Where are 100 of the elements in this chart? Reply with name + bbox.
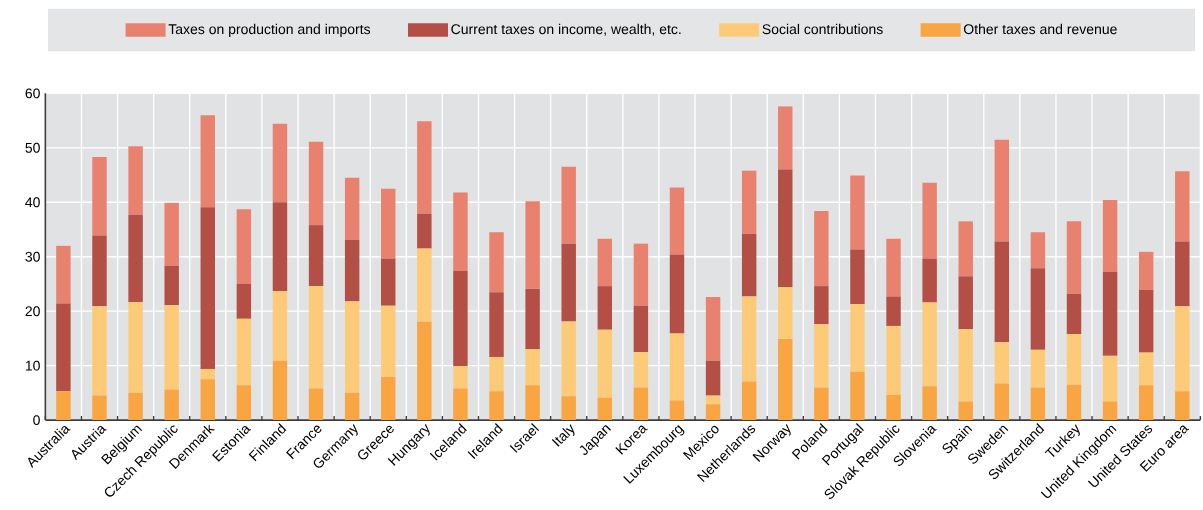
- bar: [164, 202, 179, 266]
- bar: [561, 396, 576, 421]
- legend-label: Current taxes on income, wealth, etc.: [451, 23, 681, 36]
- bar: [1175, 241, 1190, 307]
- bar: [128, 301, 143, 393]
- bar: [92, 157, 107, 236]
- bar: [1066, 384, 1082, 421]
- bar: [597, 397, 613, 421]
- bar: [344, 392, 360, 421]
- bar: [417, 213, 432, 249]
- bar: [1066, 293, 1082, 334]
- bar: [922, 182, 937, 259]
- bar: [1030, 387, 1046, 421]
- y-tick-label: 50: [25, 142, 40, 153]
- bar: [164, 389, 179, 421]
- bar: [1102, 200, 1118, 272]
- bar: [994, 383, 1010, 421]
- bar: [958, 329, 973, 402]
- bar: [272, 202, 288, 291]
- bar: [1066, 334, 1082, 385]
- bar: [633, 243, 649, 306]
- bar: [344, 301, 360, 393]
- bar: [561, 243, 576, 322]
- bar: [1030, 232, 1046, 269]
- bar: [417, 121, 432, 214]
- bar: [669, 400, 685, 421]
- bar: [453, 270, 468, 367]
- bar: [994, 241, 1010, 343]
- bar: [489, 292, 504, 357]
- bar: [381, 188, 396, 259]
- bar: [489, 391, 504, 421]
- bar: [669, 187, 685, 255]
- bar: [958, 221, 973, 277]
- bar: [633, 351, 649, 388]
- bar: [164, 265, 179, 306]
- y-tick-label: 20: [25, 306, 40, 317]
- bar: [886, 296, 901, 326]
- bar: [597, 238, 613, 287]
- bar: [922, 302, 937, 387]
- bar: [1102, 355, 1118, 402]
- bar: [669, 333, 685, 401]
- bar: [272, 123, 288, 203]
- bar: [272, 290, 288, 361]
- bar: [850, 371, 865, 421]
- bar: [561, 321, 576, 397]
- legend-label: Other taxes and revenue: [963, 23, 1117, 35]
- bar: [778, 338, 793, 421]
- bar: [525, 288, 540, 350]
- bar: [92, 306, 107, 396]
- bar: [922, 386, 937, 421]
- bar: [814, 324, 829, 388]
- bar: [308, 388, 324, 421]
- bar: [236, 283, 252, 319]
- bar: [886, 325, 901, 395]
- bar: [417, 248, 432, 322]
- bar: [1030, 349, 1046, 388]
- bar: [453, 388, 468, 421]
- bar: [525, 385, 540, 421]
- bar: [128, 392, 143, 421]
- bar: [1066, 221, 1082, 294]
- bar: [958, 276, 973, 330]
- bar: [741, 233, 757, 297]
- bar: [705, 404, 721, 421]
- bar: [886, 394, 901, 421]
- bar: [1138, 251, 1154, 290]
- bar: [308, 141, 324, 226]
- bar: [1175, 391, 1190, 421]
- bar: [741, 170, 757, 234]
- bar: [128, 214, 143, 302]
- bar: [381, 305, 396, 378]
- bar: [633, 305, 649, 352]
- bar: [561, 166, 576, 244]
- bar: [597, 329, 613, 398]
- bar: [922, 258, 937, 303]
- bar: [92, 395, 107, 421]
- bar: [453, 192, 468, 271]
- bar: [814, 387, 829, 421]
- bar: [56, 391, 71, 421]
- bar: [1138, 385, 1154, 421]
- y-tick-label: 0: [33, 415, 40, 426]
- bar: [1175, 306, 1190, 392]
- bar: [344, 177, 360, 240]
- bar: [525, 349, 540, 386]
- legend-label: Taxes on production and imports: [168, 23, 371, 37]
- bar: [489, 232, 504, 293]
- bar: [850, 175, 865, 250]
- bar: [633, 387, 649, 421]
- bar: [705, 296, 721, 361]
- bar: [308, 286, 324, 389]
- bar: [705, 360, 721, 396]
- bar: [1175, 171, 1190, 242]
- bar: [236, 385, 252, 421]
- bar: [814, 286, 829, 325]
- bar: [92, 235, 107, 307]
- bar: [128, 146, 143, 215]
- bar: [778, 287, 793, 339]
- bar: [994, 139, 1010, 242]
- bar: [778, 169, 793, 288]
- bar: [164, 305, 179, 390]
- bar: [56, 245, 71, 304]
